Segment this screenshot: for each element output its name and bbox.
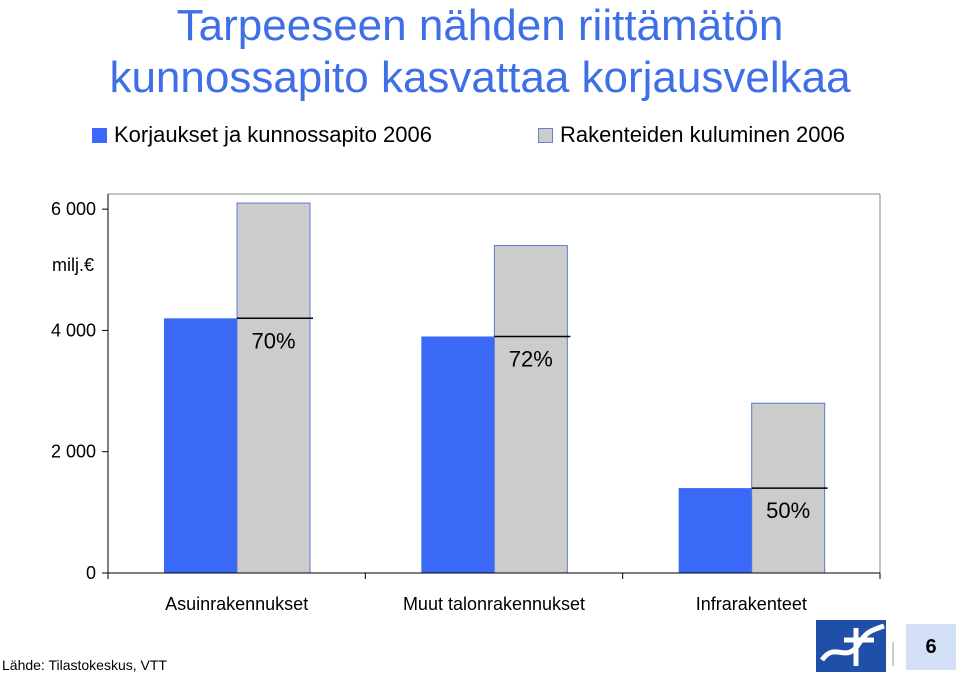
bar-wear-1 xyxy=(236,202,311,574)
bar-chart: 70% Asuinrakennukset 72% Muut talonrakennuk… xyxy=(51,193,881,614)
legend-swatch-grey xyxy=(538,127,553,143)
y-tick-label-2: 4 000 xyxy=(51,320,96,340)
y-tick-label-1: 2 000 xyxy=(51,442,96,462)
legend-item-wear: Rakenteiden kuluminen 2006 xyxy=(538,122,845,148)
legend-label-repairs: Korjaukset ja kunnossapito 2006 xyxy=(114,122,432,147)
y-tick-label-3: 6 000 xyxy=(51,199,96,219)
bar-repairs-1 xyxy=(164,318,237,573)
legend-label-wear: Rakenteiden kuluminen 2006 xyxy=(560,122,845,147)
source-note: Lähde: Tilastokeskus, VTT xyxy=(2,657,167,673)
title-line-2: kunnossapito kasvattaa korjausvelkaa xyxy=(109,53,851,102)
y-tick-label-0: 0 xyxy=(86,563,96,583)
legend-swatch-blue xyxy=(92,127,107,143)
bar-repairs-3 xyxy=(678,488,752,573)
category-label-2: Muut talonrakennukset xyxy=(403,594,585,614)
title-line-1: Tarpeeseen nähden riittämätön xyxy=(176,1,784,50)
category-label-1: Asuinrakennukset xyxy=(165,594,308,614)
slide-title: Tarpeeseen nähden riittämätön kunnossapi… xyxy=(0,0,960,104)
page-number: 6 xyxy=(906,624,956,670)
percent-label-1: 70% xyxy=(251,328,295,353)
y-axis-unit: milj.€ xyxy=(52,255,94,275)
legend-item-repairs: Korjaukset ja kunnossapito 2006 xyxy=(92,122,432,148)
percent-label-2: 72% xyxy=(509,347,553,372)
vtt-logo-icon xyxy=(816,620,894,672)
category-label-3: Infrarakenteet xyxy=(696,594,807,614)
bar-repairs-2 xyxy=(421,336,495,573)
bar-wear-2 xyxy=(493,245,568,574)
percent-label-3: 50% xyxy=(766,498,810,523)
